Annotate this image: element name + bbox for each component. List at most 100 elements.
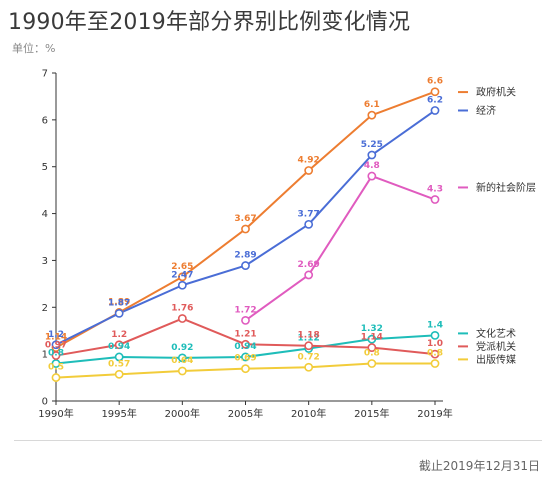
data-point xyxy=(304,270,314,280)
data-point xyxy=(241,364,250,374)
data-label: 1.14 xyxy=(45,333,67,343)
data-label: 1.32 xyxy=(361,324,383,334)
data-label: 1.89 xyxy=(108,297,130,307)
data-label: 1.72 xyxy=(234,305,256,315)
line-chart: 0 1 2 3 4 5 6 7 1990年 1995年 2000年 2005年 2010年 2015年 20… xyxy=(38,69,536,421)
data-label: 0.97 xyxy=(45,341,67,351)
data-point xyxy=(177,272,187,282)
data-label: 2.47 xyxy=(171,270,193,280)
data-point xyxy=(430,87,440,97)
data-label: 0.64 xyxy=(171,356,193,366)
data-label: 1.21 xyxy=(234,329,256,339)
data-point xyxy=(367,359,377,368)
data-point xyxy=(241,261,250,270)
x-tick-label: 1995年 xyxy=(101,407,136,420)
data-label: 6.6 xyxy=(427,77,443,87)
data-point xyxy=(304,166,314,175)
data-point xyxy=(304,362,314,372)
data-point xyxy=(241,339,250,349)
data-label: 0.5 xyxy=(48,363,64,373)
data-label: 4.3 xyxy=(427,185,443,195)
data-point xyxy=(114,308,124,318)
data-label: 2.89 xyxy=(234,251,256,261)
data-label: 1.12 xyxy=(298,334,320,344)
data-label: 0.69 xyxy=(234,354,256,364)
unit-label: 单位：% xyxy=(12,42,56,55)
series-line xyxy=(244,175,436,322)
data-label: 1.2 xyxy=(48,330,64,340)
data-label: 6.1 xyxy=(364,100,380,110)
data-point xyxy=(367,110,377,120)
y-tick-label: 4 xyxy=(42,209,48,220)
data-label: 1.0 xyxy=(427,339,443,349)
data-label: 4.92 xyxy=(298,155,320,165)
y-tick-label: 1 xyxy=(42,350,48,361)
data-label: 1.87 xyxy=(108,298,130,308)
legend-label: 文化艺术 xyxy=(476,327,516,340)
data-point xyxy=(114,369,124,379)
data-label: 2.69 xyxy=(298,260,320,270)
x-tick-label: 2005年 xyxy=(228,407,263,420)
data-point xyxy=(177,314,187,323)
data-point xyxy=(430,330,440,340)
x-tick-label: 1990年 xyxy=(38,407,73,420)
data-point xyxy=(430,106,440,115)
data-point xyxy=(177,353,187,363)
data-point xyxy=(304,219,314,229)
data-label: 0.8 xyxy=(364,349,380,359)
x-tick-label: 2010年 xyxy=(291,407,326,420)
data-label: 4.8 xyxy=(364,161,380,171)
y-tick-label: 7 xyxy=(42,69,48,80)
data-label: 5.25 xyxy=(361,140,383,150)
data-point xyxy=(430,349,440,359)
page-title: 1990年至2019年部分界别比例变化情况 xyxy=(8,10,411,35)
data-point xyxy=(177,280,187,290)
legend-label: 党派机关 xyxy=(476,340,516,353)
data-label: 0.92 xyxy=(171,343,193,353)
data-point xyxy=(51,351,61,360)
legend-label: 新的社会阶层 xyxy=(476,181,536,194)
data-label: 2.65 xyxy=(171,262,193,272)
divider xyxy=(14,440,542,441)
data-label: 1.14 xyxy=(361,333,383,343)
data-label: 0.72 xyxy=(298,352,320,362)
data-point xyxy=(241,352,250,362)
y-tick-label: 3 xyxy=(42,256,48,267)
data-label: 1.4 xyxy=(427,320,443,330)
data-point xyxy=(51,373,61,382)
data-point xyxy=(367,343,377,352)
data-label: 0.8 xyxy=(427,349,443,359)
x-tick-label: 2000年 xyxy=(165,407,200,420)
data-label: 0.57 xyxy=(108,359,130,369)
data-point xyxy=(241,224,250,234)
data-label: 0.94 xyxy=(108,342,130,352)
data-label: 1.76 xyxy=(171,304,193,314)
y-tick-label: 0 xyxy=(42,397,48,408)
data-label: 3.77 xyxy=(298,209,320,219)
data-point xyxy=(367,150,377,160)
data-point xyxy=(367,334,377,344)
data-point xyxy=(430,195,440,204)
data-point xyxy=(114,352,124,362)
legend-label: 出版传媒 xyxy=(476,353,516,366)
data-point xyxy=(114,340,124,350)
legend-label: 经济 xyxy=(476,104,496,117)
data-point xyxy=(304,341,314,351)
data-label: 1.18 xyxy=(298,331,320,341)
data-point xyxy=(430,359,440,368)
data-point xyxy=(241,316,250,325)
x-tick-label: 2019年 xyxy=(417,407,452,420)
data-label: 6.2 xyxy=(427,95,443,105)
data-label: 0.8 xyxy=(48,349,64,359)
data-point xyxy=(51,340,61,350)
footer-note: 截止2019年12月31日 xyxy=(418,459,540,473)
data-label: 0.94 xyxy=(234,342,256,352)
data-point xyxy=(367,171,377,181)
y-tick-label: 6 xyxy=(42,115,48,126)
data-label: 1.2 xyxy=(111,330,127,340)
legend-label: 政府机关 xyxy=(476,86,516,99)
y-tick-label: 2 xyxy=(42,303,48,314)
data-point xyxy=(177,366,187,376)
x-tick-label: 2015年 xyxy=(354,407,389,420)
data-label: 3.67 xyxy=(234,214,256,224)
